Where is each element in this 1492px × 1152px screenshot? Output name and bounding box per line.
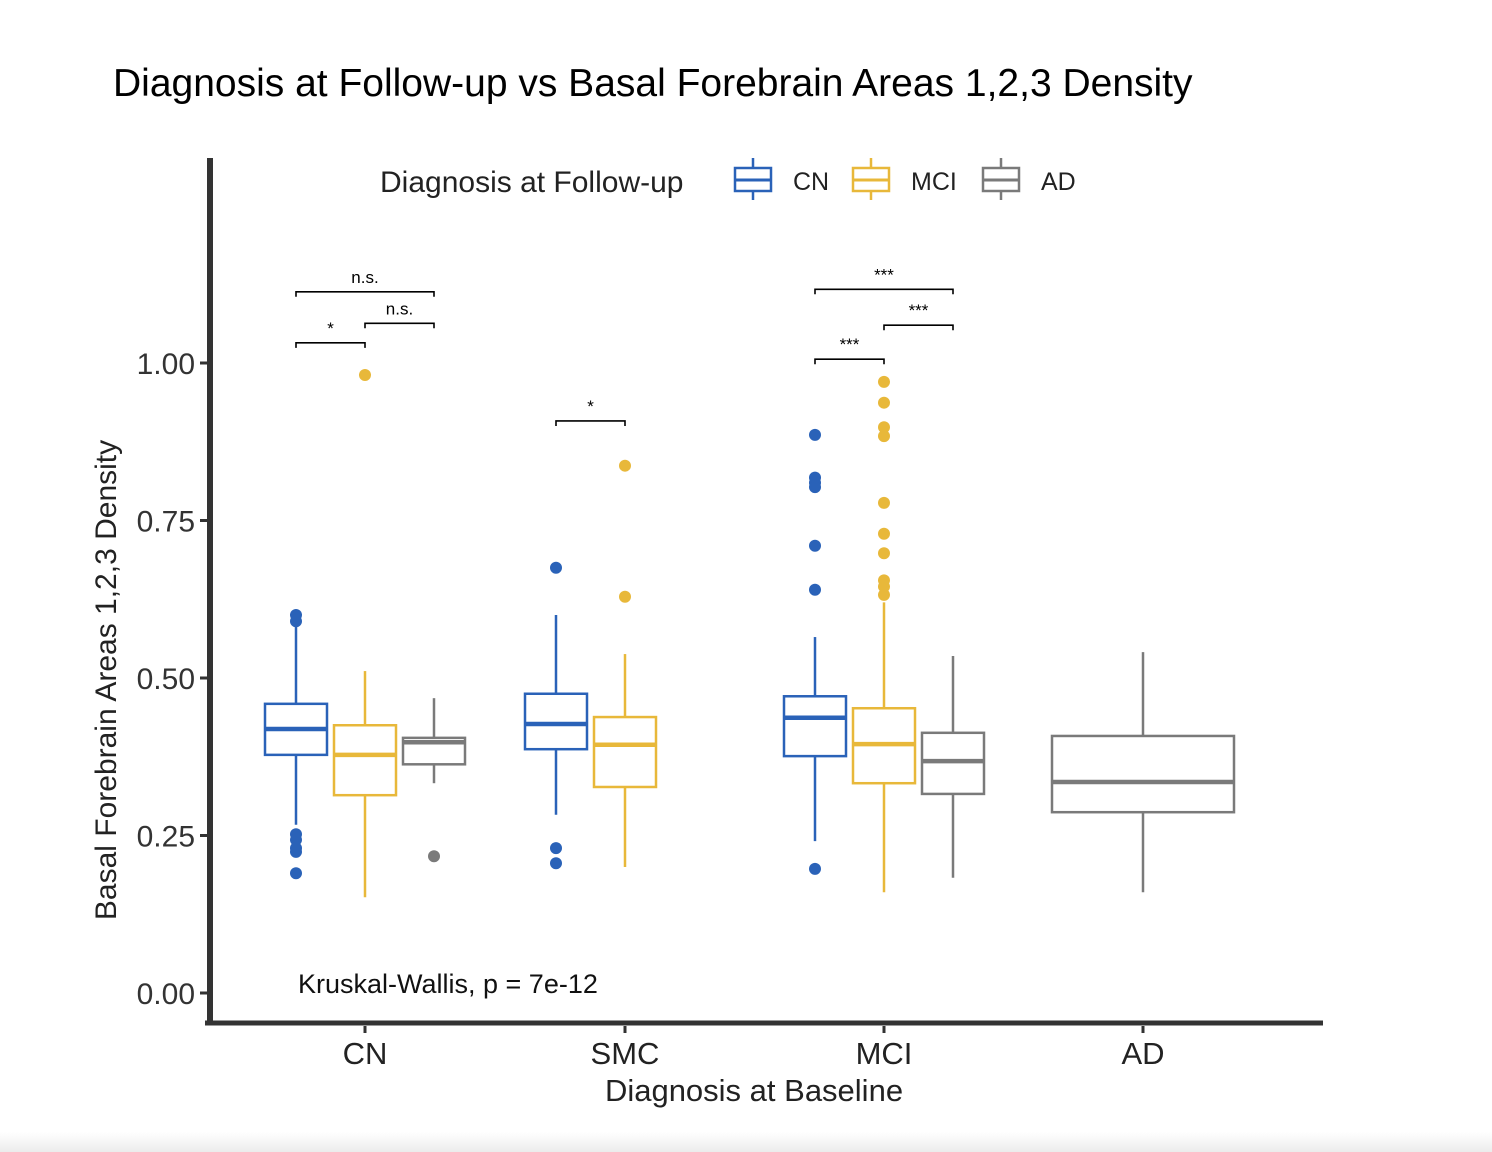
- box-smc-cn-iqr: [523, 692, 589, 751]
- box-mci-mci-outlier: [878, 421, 890, 434]
- y-tick-label: 0.25: [137, 821, 195, 854]
- chart-title: Diagnosis at Follow-up vs Basal Forebrai…: [113, 62, 1193, 105]
- box-mci-mci-outlier: [878, 527, 890, 540]
- significance-label: ***: [909, 301, 929, 320]
- box-cn-mci-iqr: [332, 724, 398, 797]
- x-tick-label: AD: [1121, 1036, 1164, 1071]
- significance-bracket: [364, 322, 435, 329]
- y-tick-label: 1.00: [137, 348, 195, 381]
- significance-bracket: [295, 291, 435, 297]
- box-cn-cn-outlier: [290, 845, 302, 858]
- box-smc-mci-iqr: [592, 715, 658, 789]
- box-smc-cn-outlier: [550, 842, 562, 855]
- box-cn-cn-outlier: [290, 615, 302, 628]
- box-mci-cn-outlier: [809, 481, 821, 494]
- box-smc-mci-outlier: [619, 459, 631, 472]
- significance-bracket: [814, 288, 954, 295]
- x-tick-label: MCI: [856, 1036, 913, 1071]
- box-cn-cn-outlier: [290, 867, 302, 880]
- box-mci-cn-outlier: [809, 428, 821, 441]
- box-mci-mci-outlier: [878, 496, 890, 509]
- significance-label: *: [327, 319, 334, 338]
- significance-bracket: [814, 358, 885, 365]
- legend-label-ad: AD: [1041, 168, 1076, 196]
- box-smc-cn-outlier: [550, 561, 562, 574]
- significance-label: *: [587, 397, 594, 416]
- box-cn-ad-outlier: [428, 850, 440, 863]
- box-mci-mci-outlier: [878, 430, 890, 443]
- box-mci-cn-iqr: [782, 695, 848, 758]
- x-axis-label: Diagnosis at Baseline: [605, 1073, 903, 1108]
- box-mci-mci-outlier: [878, 588, 890, 601]
- legend-label-mci: MCI: [911, 168, 957, 196]
- significance-label: n.s.: [351, 268, 378, 287]
- significance-label: ***: [840, 335, 860, 354]
- y-tick-label: 0.00: [137, 978, 195, 1011]
- legend-label-cn: CN: [793, 168, 829, 196]
- box-mci-cn-outlier: [809, 583, 821, 596]
- kruskal-wallis-annotation: Kruskal-Wallis, p = 7e-12: [298, 969, 598, 999]
- box-mci-mci-outlier: [878, 396, 890, 409]
- box-smc-cn-outlier: [550, 857, 562, 870]
- box-mci-mci-outlier: [878, 547, 890, 560]
- significance-label: ***: [874, 265, 894, 284]
- legend-title: Diagnosis at Follow-up: [380, 166, 683, 199]
- significance-bracket: [883, 324, 954, 331]
- box-cn-mci-outlier: [359, 368, 371, 381]
- box-smc-mci-outlier: [619, 590, 631, 603]
- y-tick-label: 0.50: [137, 663, 195, 696]
- significance-bracket: [555, 420, 626, 426]
- bottom-band: [0, 1132, 1492, 1152]
- y-axis-label: Basal Forebrain Areas 1,2,3 Density: [90, 440, 123, 920]
- y-tick-label: 0.75: [137, 506, 195, 539]
- box-mci-cn-outlier: [809, 862, 821, 875]
- x-tick-label: CN: [343, 1036, 388, 1071]
- box-ad-ad-iqr: [1050, 734, 1236, 814]
- x-tick-label: SMC: [591, 1036, 660, 1071]
- box-mci-mci-outlier: [878, 375, 890, 388]
- box-mci-cn-outlier: [809, 539, 821, 552]
- significance-bracket: [295, 342, 366, 348]
- significance-label: n.s.: [386, 299, 413, 318]
